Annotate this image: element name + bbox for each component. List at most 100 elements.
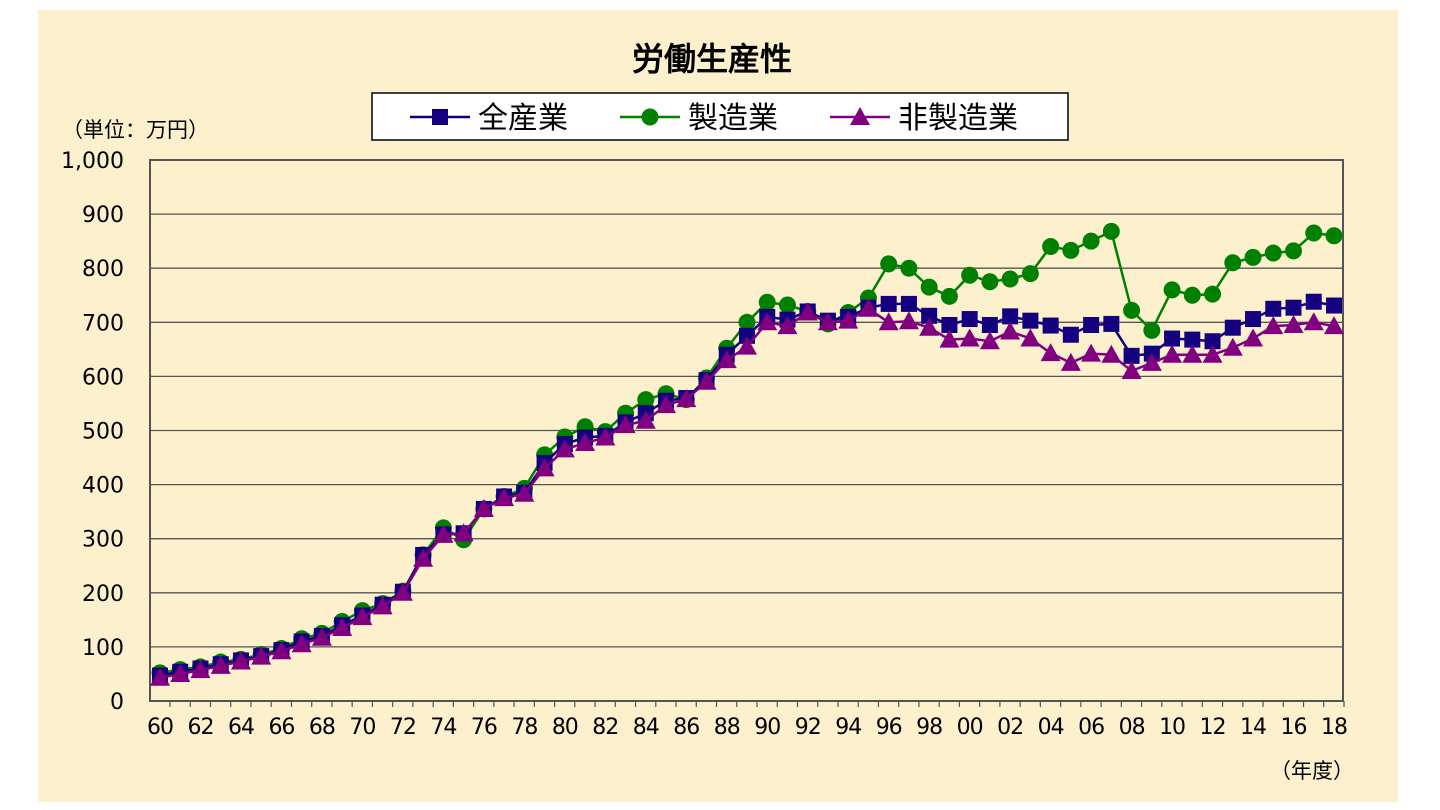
data-point-circle	[1042, 238, 1060, 256]
x-axis-label: （年度）	[1270, 759, 1354, 783]
data-point-triangle	[1263, 316, 1284, 335]
data-point-square	[1305, 293, 1322, 310]
data-point-square	[981, 317, 998, 334]
data-point-triangle	[656, 395, 677, 414]
legend-label: 製造業	[688, 101, 778, 136]
y-tick-label: 0	[110, 690, 124, 715]
data-point-triangle	[1081, 343, 1102, 362]
data-point-triangle	[1000, 321, 1021, 340]
x-tick-label: 10	[1159, 715, 1185, 740]
x-tick-label: 90	[754, 715, 780, 740]
data-point-square	[880, 295, 897, 312]
series-triangle	[150, 298, 1344, 686]
data-point-triangle	[210, 655, 231, 674]
data-point-square	[1062, 326, 1079, 343]
data-point-triangle	[170, 663, 191, 682]
data-point-triangle	[919, 317, 940, 336]
data-point-circle	[778, 296, 796, 314]
data-point-triangle	[1162, 344, 1183, 363]
data-point-square	[1042, 317, 1059, 334]
data-point-triangle	[1324, 316, 1344, 335]
x-tick-label: 74	[430, 715, 456, 740]
data-point-triangle	[575, 432, 596, 451]
data-point-circle	[981, 273, 999, 291]
x-tick-label: 92	[795, 715, 821, 740]
data-point-triangle	[392, 582, 413, 601]
y-tick-label: 800	[82, 257, 124, 282]
data-point-square	[1022, 312, 1039, 329]
data-point-triangle	[372, 596, 393, 615]
data-point-triangle	[1202, 344, 1223, 363]
data-point-triangle	[1182, 344, 1203, 363]
data-point-square	[1083, 317, 1100, 334]
data-point-square	[1265, 300, 1282, 317]
data-point-circle	[1244, 248, 1262, 266]
data-point-triangle	[777, 316, 798, 335]
data-point-square	[739, 327, 755, 344]
data-point-circle	[1163, 281, 1181, 299]
data-point-triangle	[150, 667, 170, 686]
data-point-triangle	[676, 389, 697, 408]
x-tick-label: 06	[1078, 715, 1104, 740]
data-point-triangle	[230, 651, 251, 670]
unit-label: （単位：万円）	[62, 118, 209, 142]
x-tick-label: 84	[633, 715, 659, 740]
data-point-triangle	[1040, 343, 1061, 362]
x-tick-label: 16	[1281, 715, 1307, 740]
legend-box	[371, 92, 1069, 141]
data-point-square	[961, 311, 978, 328]
x-tick-label: 78	[511, 715, 537, 740]
data-point-square	[1002, 308, 1019, 325]
legend: 全産業 製造業 非製造業	[410, 101, 1018, 136]
data-point-triangle	[413, 548, 434, 567]
data-point-square	[1224, 319, 1241, 336]
data-point-circle	[1102, 222, 1120, 240]
data-point-square	[900, 295, 917, 312]
data-point-circle	[940, 287, 958, 305]
y-tick-label: 200	[82, 582, 124, 607]
plot-border	[149, 159, 1344, 702]
x-tick-label: 18	[1321, 715, 1347, 740]
x-tick-label: 98	[916, 715, 942, 740]
x-tick-label: 14	[1240, 715, 1266, 740]
x-tick-label: 08	[1119, 715, 1145, 740]
data-point-triangle	[939, 329, 960, 348]
data-point-circle	[1123, 301, 1141, 319]
data-point-triangle	[1283, 315, 1304, 334]
data-point-triangle	[554, 439, 575, 458]
data-point-square	[1326, 297, 1342, 314]
data-point-triangle	[850, 107, 870, 125]
chart-title: 労働生産性	[632, 40, 792, 78]
data-point-circle	[1082, 232, 1100, 250]
data-point-circle	[738, 313, 756, 331]
data-point-triangle	[838, 310, 859, 329]
data-point-triangle	[1101, 344, 1122, 363]
x-tick-label: 86	[673, 715, 699, 740]
series-circle	[151, 222, 1343, 682]
data-point-square	[941, 317, 958, 334]
y-tick-label: 700	[82, 311, 124, 336]
line-chart: 労働生産性 （単位：万円） （年度） 全産業 製造業 非製造業 0100200300…	[61, 40, 1354, 783]
data-point-triangle	[1222, 337, 1243, 356]
series-line	[159, 229, 1335, 675]
data-point-circle	[1021, 265, 1039, 283]
data-point-circle	[758, 293, 776, 311]
data-point-triangle	[311, 627, 332, 646]
data-point-triangle	[878, 312, 899, 331]
x-tick-label: 76	[471, 715, 497, 740]
data-point-triangle	[534, 458, 555, 477]
data-point-circle	[1305, 224, 1323, 242]
data-point-circle	[1264, 244, 1282, 262]
data-point-circle	[1062, 241, 1080, 259]
data-point-circle	[1285, 242, 1303, 260]
data-point-circle	[880, 255, 898, 273]
data-point-circle	[637, 391, 655, 409]
data-point-triangle	[1141, 352, 1162, 371]
y-tick-label: 300	[82, 528, 124, 553]
data-point-triangle	[332, 617, 353, 636]
data-point-triangle	[1020, 328, 1041, 347]
data-point-square	[1285, 299, 1302, 316]
y-tick-label: 400	[82, 474, 124, 499]
data-point-triangle	[291, 634, 312, 653]
data-point-triangle	[473, 498, 494, 517]
